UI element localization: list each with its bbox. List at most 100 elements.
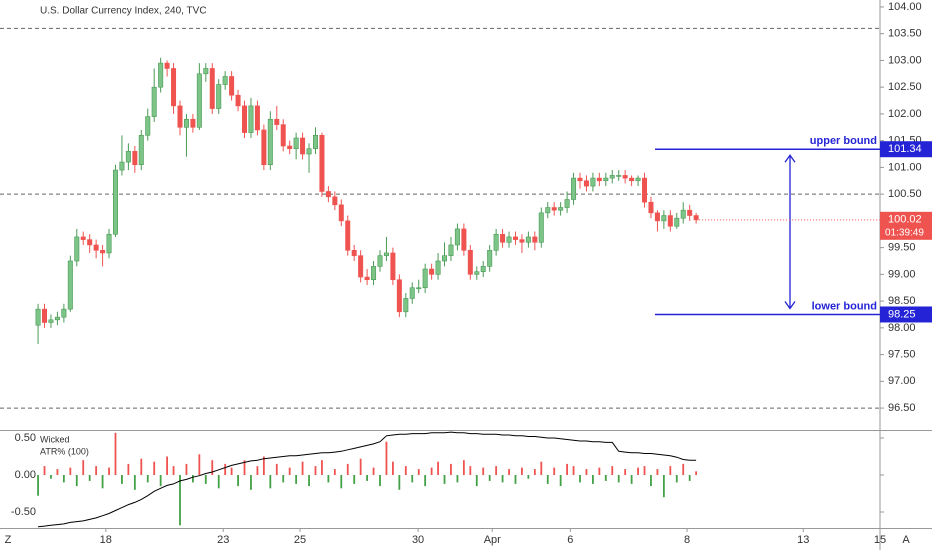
candle-body	[80, 236, 86, 240]
histogram-bar	[127, 463, 130, 476]
candle-body	[332, 196, 338, 206]
histogram-bar	[443, 475, 446, 484]
y-tick-label: 100.50	[888, 188, 922, 200]
histogram-bar	[521, 467, 523, 476]
histogram-bar	[392, 461, 394, 476]
histogram-bar	[533, 469, 536, 476]
histogram-bar	[166, 456, 168, 476]
candle-body	[448, 244, 454, 256]
histogram-bar	[346, 463, 349, 476]
y-tick-label: 98.00	[888, 322, 916, 334]
candle-body	[319, 135, 325, 192]
histogram-bar	[592, 475, 594, 484]
candle-body	[67, 260, 73, 310]
histogram-bar	[108, 467, 110, 476]
candle-body	[364, 276, 370, 281]
bound-price-box	[880, 141, 932, 158]
candle-body	[629, 177, 635, 182]
candle-body	[661, 215, 667, 222]
histogram-bar	[643, 466, 646, 476]
candle-body	[467, 249, 473, 275]
histogram-bar	[192, 475, 194, 483]
bound-price-label: 98.25	[888, 308, 916, 320]
candle-body	[648, 201, 654, 214]
candle-body	[106, 233, 112, 254]
histogram-bar	[585, 469, 588, 476]
histogram-bar	[340, 475, 343, 489]
candle-body	[300, 137, 306, 155]
y-tick-label: 99.00	[888, 268, 916, 280]
histogram-bar	[62, 475, 65, 483]
histogram-bar	[688, 475, 691, 481]
candle-body	[500, 233, 506, 243]
candle-body	[61, 308, 67, 318]
y-tick-label: 0.50	[15, 432, 36, 444]
histogram-bar	[224, 463, 227, 476]
candle-body	[545, 207, 551, 214]
histogram-bar	[662, 475, 665, 498]
histogram-bar	[185, 463, 188, 476]
histogram-bar	[82, 460, 85, 476]
candle-body	[480, 266, 486, 272]
histogram-bar	[366, 475, 368, 481]
histogram-bar	[656, 469, 659, 476]
candle-body	[403, 298, 409, 313]
candle-body	[429, 268, 435, 275]
candle-body	[183, 118, 189, 128]
histogram-bar	[624, 469, 627, 476]
candle-body	[687, 209, 693, 216]
histogram-bar	[308, 475, 310, 487]
candle-body	[42, 308, 48, 323]
candle-body	[235, 94, 241, 107]
x-tick-label: 6	[567, 534, 573, 546]
corner-label[interactable]: A	[902, 534, 910, 546]
candle-body	[590, 177, 596, 187]
candle-body	[642, 177, 648, 203]
histogram-bar	[456, 475, 459, 483]
histogram-bar	[559, 475, 562, 487]
histogram-bar	[140, 458, 143, 476]
histogram-bar	[133, 475, 136, 490]
histogram-bar	[411, 475, 414, 483]
x-tick-label: 25	[294, 534, 306, 546]
histogram-bar	[669, 466, 672, 476]
histogram-bar	[450, 463, 452, 476]
x-tick-label: 18	[100, 534, 112, 546]
candle-body	[345, 220, 351, 251]
candle-body	[532, 236, 538, 243]
corner-label[interactable]: Z	[5, 534, 12, 546]
atr-line	[38, 431, 697, 528]
histogram-bar	[37, 475, 39, 496]
histogram-bar	[404, 466, 407, 476]
candle-body	[125, 151, 131, 163]
histogram-bar	[546, 475, 549, 484]
range-arrow	[784, 154, 796, 310]
histogram-bar	[243, 460, 246, 476]
bound-price-box	[880, 306, 932, 323]
chart-title: U.S. Dollar Currency Index, 240, TVC	[40, 6, 207, 17]
histogram-bar	[50, 475, 52, 479]
histogram-bar	[495, 466, 498, 476]
histogram-bar	[333, 469, 336, 476]
countdown-label: 01:39:49	[885, 227, 924, 238]
histogram-bar	[566, 463, 568, 476]
candle-body	[216, 84, 222, 109]
candle-body	[674, 217, 680, 227]
histogram-bar	[101, 475, 104, 489]
histogram-bar	[146, 475, 149, 483]
candle-body	[261, 129, 267, 166]
candle-body	[145, 116, 151, 136]
candle-body	[377, 255, 383, 267]
histogram-bar	[211, 460, 214, 476]
candle-body	[254, 105, 260, 131]
histogram-bar	[462, 460, 465, 476]
histogram-bar	[695, 471, 698, 476]
candle-body	[603, 177, 609, 182]
histogram-bar	[262, 456, 265, 476]
histogram-bar	[437, 461, 439, 476]
candle-body	[242, 105, 248, 133]
histogram-bar	[540, 461, 543, 476]
candle-body	[667, 215, 673, 227]
histogram-bar	[237, 475, 239, 487]
